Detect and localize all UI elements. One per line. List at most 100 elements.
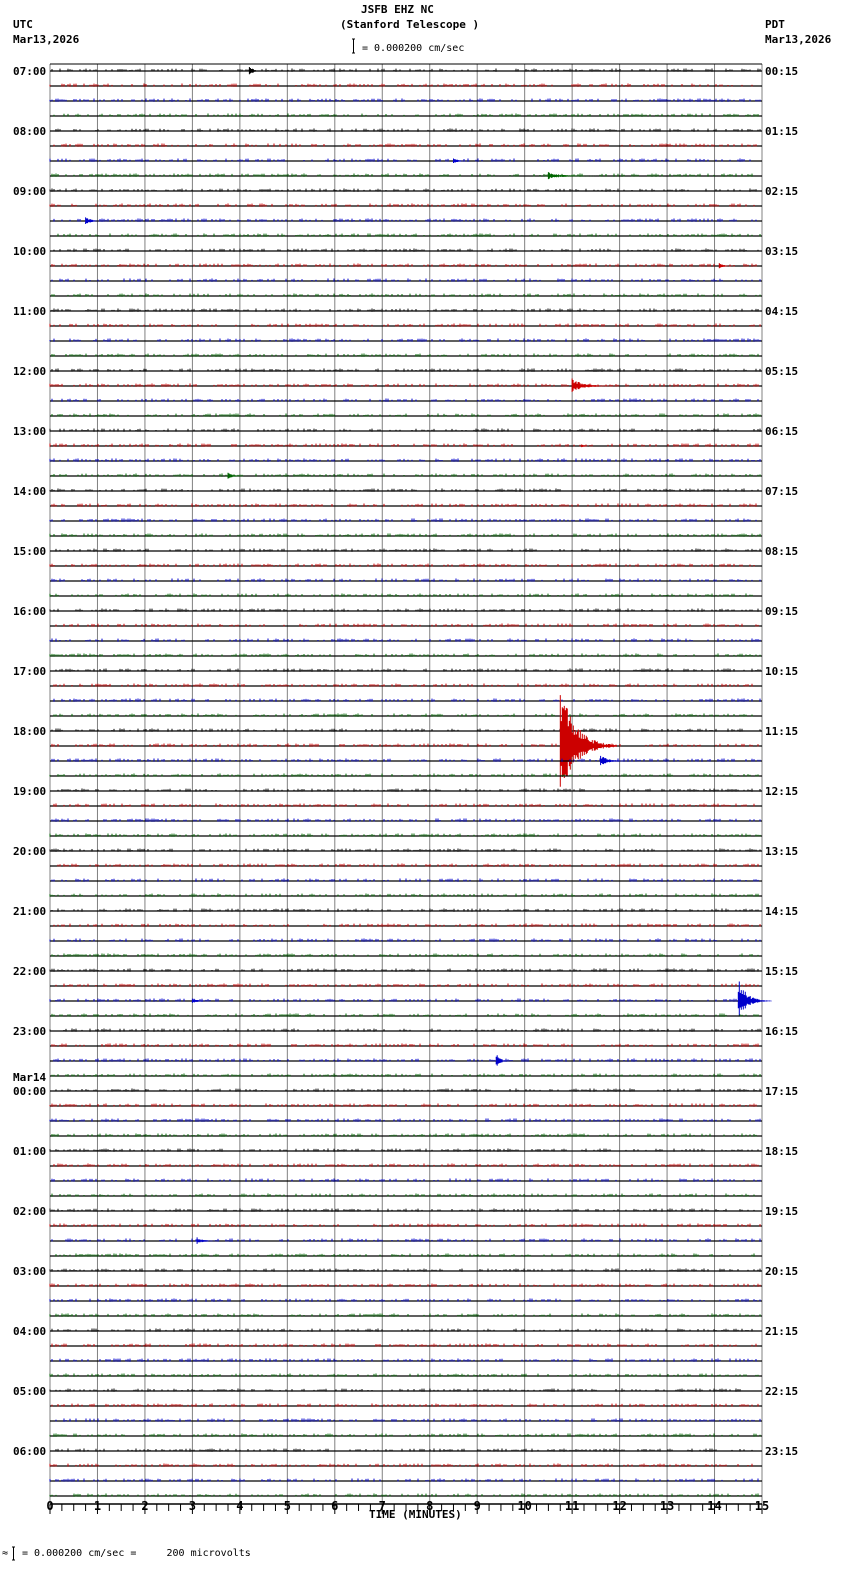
x-tick-label: 11 bbox=[565, 1499, 579, 1513]
seismic-trace bbox=[49, 518, 757, 522]
seismic-trace bbox=[49, 1028, 761, 1032]
utc-hour-label: 03:00 bbox=[13, 1265, 47, 1278]
seismic-trace bbox=[49, 1103, 757, 1107]
seismic-trace bbox=[51, 1013, 759, 1017]
seismic-trace bbox=[57, 788, 761, 792]
pdt-hour-label: 04:15 bbox=[765, 305, 799, 318]
seismic-trace bbox=[51, 1193, 755, 1197]
seismic-trace bbox=[57, 863, 759, 867]
seismic-trace bbox=[49, 1298, 761, 1302]
utc-hour-label: 00:00 bbox=[13, 1085, 47, 1098]
seismic-trace bbox=[49, 1373, 759, 1377]
seismic-trace bbox=[49, 563, 755, 567]
seismic-trace bbox=[51, 308, 759, 312]
seismic-trace bbox=[53, 713, 753, 717]
seismic-trace bbox=[53, 683, 753, 687]
seismic-trace bbox=[51, 1237, 761, 1244]
seismic-trace bbox=[51, 728, 761, 732]
seismic-trace bbox=[49, 608, 759, 612]
pdt-hour-label: 17:15 bbox=[765, 1085, 799, 1098]
seismic-trace bbox=[49, 981, 772, 1017]
utc-hour-label: 06:00 bbox=[13, 1445, 47, 1458]
utc-hour-label: 22:00 bbox=[13, 965, 47, 978]
utc-hour-label: 02:00 bbox=[13, 1205, 47, 1218]
seismic-trace bbox=[49, 83, 753, 87]
seismic-trace bbox=[49, 1118, 761, 1122]
utc-hour-label: 18:00 bbox=[13, 725, 47, 738]
x-tick-label: 9 bbox=[474, 1499, 481, 1513]
utc-hour-label: 12:00 bbox=[13, 365, 47, 378]
utc-hour-label: 21:00 bbox=[13, 905, 47, 918]
utc-hour-label: 14:00 bbox=[13, 485, 47, 498]
x-tick-label: 7 bbox=[379, 1499, 386, 1513]
seismic-trace bbox=[53, 803, 755, 807]
seismic-trace bbox=[49, 378, 759, 393]
footer-scale-note: = 0.000200 cm/sec = 200 microvolts bbox=[22, 1548, 251, 1559]
utc-hour-label: 13:00 bbox=[13, 425, 47, 438]
seismic-trace bbox=[49, 533, 761, 537]
seismic-trace bbox=[55, 623, 759, 627]
seismic-trace bbox=[49, 1223, 761, 1227]
seismic-trace bbox=[49, 323, 761, 327]
seismic-trace bbox=[49, 1148, 759, 1152]
seismic-trace bbox=[51, 263, 757, 269]
seismic-trace bbox=[49, 593, 753, 597]
seismic-trace bbox=[53, 113, 759, 117]
x-tick-label: 10 bbox=[517, 1499, 531, 1513]
seismic-trace bbox=[49, 338, 761, 342]
utc-hour-label: 20:00 bbox=[13, 845, 47, 858]
seismic-trace bbox=[51, 818, 761, 822]
seismic-trace bbox=[53, 248, 759, 252]
seismic-trace bbox=[49, 638, 761, 642]
seismic-trace bbox=[53, 698, 761, 702]
seismic-trace bbox=[49, 1268, 761, 1272]
pdt-hour-label: 01:15 bbox=[765, 125, 799, 138]
seismic-trace bbox=[49, 1478, 759, 1482]
left-timezone: UTC bbox=[13, 18, 33, 31]
x-tick-label: 0 bbox=[46, 1499, 53, 1513]
scale-bar-icon bbox=[352, 38, 355, 54]
x-tick-label: 14 bbox=[707, 1499, 721, 1513]
left-date: Mar13,2026 bbox=[13, 33, 80, 46]
seismic-trace bbox=[49, 968, 759, 972]
seismic-trace bbox=[51, 1358, 757, 1362]
pdt-hour-label: 16:15 bbox=[765, 1025, 799, 1038]
seismic-trace bbox=[57, 233, 761, 237]
utc-hour-label: 23:00 bbox=[13, 1025, 47, 1038]
seismic-trace bbox=[55, 128, 761, 132]
seismic-trace bbox=[51, 398, 759, 402]
seismic-trace bbox=[51, 1343, 757, 1347]
site-title: (Stanford Telescope ) bbox=[340, 18, 480, 31]
seismic-trace bbox=[51, 368, 761, 372]
seismic-trace bbox=[51, 755, 761, 766]
seismic-trace bbox=[49, 203, 755, 207]
pdt-hour-label: 12:15 bbox=[765, 785, 799, 798]
seismic-trace bbox=[55, 1088, 761, 1092]
footer-prefix: ≈ bbox=[2, 1548, 9, 1559]
pdt-hour-label: 11:15 bbox=[765, 725, 799, 738]
seismic-trace bbox=[51, 1178, 761, 1182]
seismic-trace bbox=[51, 953, 759, 957]
seismic-trace bbox=[49, 488, 759, 492]
seismic-trace bbox=[51, 578, 761, 582]
x-tick-label: 2 bbox=[141, 1499, 148, 1513]
seismic-trace bbox=[51, 503, 757, 507]
seismic-trace bbox=[51, 413, 761, 417]
seismic-trace bbox=[51, 1403, 759, 1407]
seismic-trace bbox=[49, 428, 761, 432]
utc-hour-label: 19:00 bbox=[13, 785, 47, 798]
seismic-trace bbox=[51, 66, 761, 75]
seismic-trace bbox=[55, 983, 759, 987]
seismic-trace bbox=[53, 923, 761, 927]
utc-hour-label: 10:00 bbox=[13, 245, 47, 258]
pdt-hour-label: 05:15 bbox=[765, 365, 799, 378]
utc-hour-label: 16:00 bbox=[13, 605, 47, 618]
x-axis-label: TIME (MINUTES) bbox=[369, 1508, 462, 1521]
right-timezone: PDT bbox=[765, 18, 785, 31]
seismic-trace bbox=[55, 548, 761, 552]
seismic-trace bbox=[49, 458, 761, 462]
pdt-hour-label: 13:15 bbox=[765, 845, 799, 858]
utc-hour-label: 11:00 bbox=[13, 305, 47, 318]
seismic-trace bbox=[49, 1493, 759, 1497]
